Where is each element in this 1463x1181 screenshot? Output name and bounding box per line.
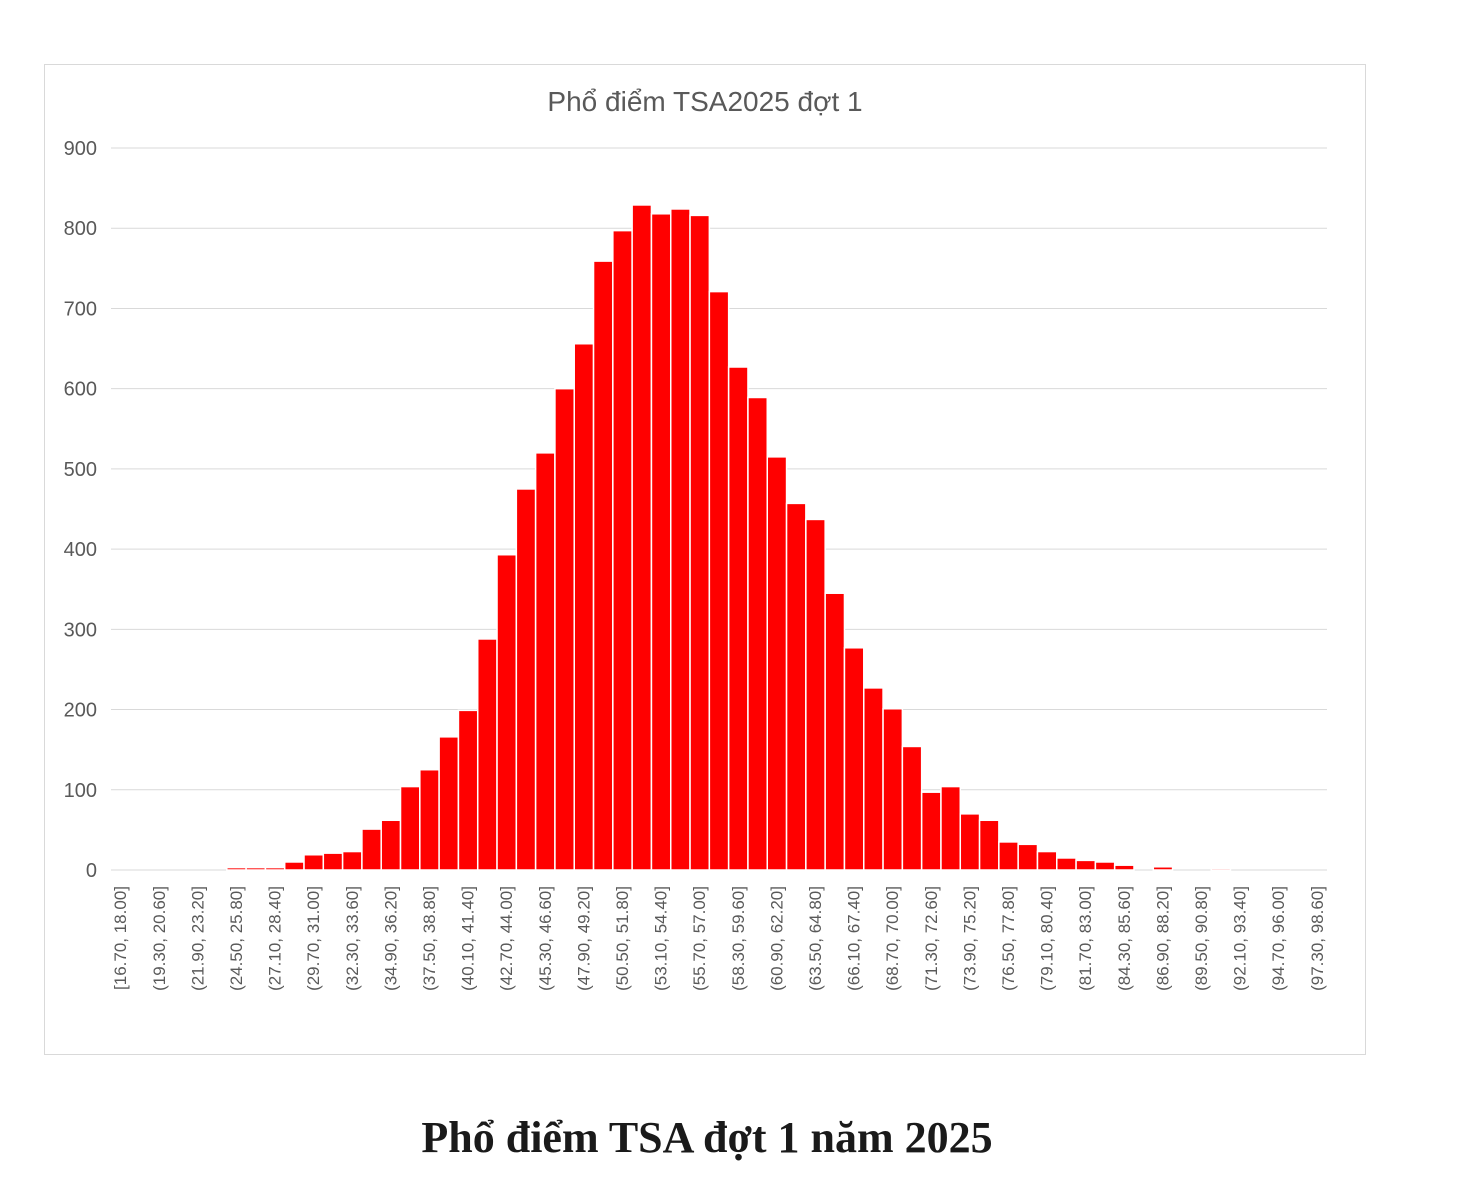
y-tick-label: 0: [86, 860, 97, 882]
bar: [689, 214, 711, 871]
bars: [226, 204, 1232, 871]
bar: [978, 819, 1000, 871]
x-tick-label: (40.10, 41.40]: [459, 886, 478, 991]
bar: [341, 850, 363, 871]
bar: [438, 736, 460, 871]
bar: [245, 866, 267, 871]
y-tick-label: 500: [64, 459, 97, 481]
x-tick-label: (68.70, 70.00]: [883, 886, 902, 991]
x-tick-label: (86.90, 88.20]: [1153, 886, 1172, 991]
bar: [283, 861, 305, 871]
bar: [1056, 857, 1077, 871]
x-tick-label: (84.30, 85.60]: [1115, 886, 1134, 991]
bar: [592, 260, 614, 871]
x-tick-label: (94.70, 96.00]: [1269, 886, 1288, 991]
x-tick-label: (53.10, 54.40]: [652, 886, 671, 991]
bar: [612, 229, 633, 871]
y-axis-ticks: 0 100 200 300 400 500 600 700 800 900: [64, 138, 97, 882]
bar: [457, 709, 479, 871]
bar: [747, 396, 769, 871]
x-tick-label: (89.50, 90.80]: [1192, 886, 1211, 991]
bar: [708, 290, 730, 871]
bar: [380, 819, 402, 871]
bar: [1094, 861, 1116, 871]
x-tick-label: (58.30, 59.60]: [729, 886, 748, 991]
bar: [805, 518, 826, 871]
x-tick-label: (42.70, 44.00]: [497, 886, 516, 991]
y-tick-label: 600: [64, 379, 97, 401]
bar: [361, 828, 382, 871]
bar: [554, 387, 575, 871]
x-tick-label: (34.90, 36.20]: [381, 886, 400, 991]
x-tick-label: (21.90, 23.20]: [188, 886, 207, 991]
bar: [843, 647, 865, 871]
x-tick-label: (60.90, 62.20]: [767, 886, 786, 991]
bar: [1152, 866, 1174, 871]
y-tick-label: 700: [64, 298, 97, 320]
bar: [534, 452, 556, 871]
x-axis-ticks: [16.70, 18.00] (19.30, 20.60] (21.90, 23.2…: [111, 886, 1327, 991]
y-tick-label: 200: [64, 700, 97, 722]
bar: [476, 638, 498, 871]
bar: [496, 553, 518, 871]
x-tick-label: (81.70, 83.00]: [1076, 886, 1095, 991]
bar: [766, 456, 788, 871]
x-tick-label: (47.90, 49.20]: [574, 886, 593, 991]
bar: [920, 791, 942, 871]
bar: [824, 592, 846, 871]
bar: [882, 708, 904, 871]
bar: [669, 208, 691, 871]
bar: [226, 866, 247, 871]
y-tick-label: 800: [64, 218, 97, 240]
histogram-chart: Phổ điểm TSA2025 đợt 1 0 100 200 300 400 500 6…: [64, 86, 1327, 991]
bar: [901, 745, 923, 871]
x-tick-label: (55.70, 57.00]: [690, 886, 709, 991]
y-tick-label: 100: [64, 780, 97, 802]
x-tick-label: (66.10, 67.40]: [845, 886, 864, 991]
x-tick-label: [16.70, 18.00]: [111, 886, 130, 990]
chart-title: Phổ điểm TSA2025 đợt 1: [547, 86, 862, 117]
x-tick-label: (19.30, 20.60]: [150, 886, 169, 991]
x-tick-label: (76.50, 77.80]: [999, 886, 1018, 991]
bar: [1036, 850, 1058, 871]
x-tick-label: (63.50, 64.80]: [806, 886, 825, 991]
y-tick-label: 900: [64, 138, 97, 160]
bar: [727, 366, 749, 871]
figure-caption: Phổ điểm TSA đợt 1 năm 2025: [421, 1113, 993, 1162]
x-tick-label: (97.30, 98.60]: [1308, 886, 1327, 991]
bar: [1075, 859, 1097, 871]
bar: [399, 785, 421, 871]
bar: [785, 502, 807, 871]
x-tick-label: (27.10, 28.40]: [266, 886, 285, 991]
x-tick-label: (24.50, 25.80]: [227, 886, 246, 991]
bar: [650, 213, 672, 871]
bar: [1113, 864, 1135, 871]
x-tick-label: (73.90, 75.20]: [960, 886, 979, 991]
bar: [631, 204, 653, 871]
chart-frame: Phổ điểm TSA2025 đợt 1 0 100 200 300 400 500 6…: [44, 64, 1366, 1055]
x-tick-label: (79.10, 80.40]: [1038, 886, 1057, 991]
bar: [573, 342, 595, 871]
bar: [303, 854, 325, 871]
bar: [998, 841, 1019, 871]
x-tick-label: (71.30, 72.60]: [922, 886, 941, 991]
x-tick-label: (50.50, 51.80]: [613, 886, 632, 991]
bar: [1017, 843, 1039, 871]
x-tick-label: (32.30, 33.60]: [343, 886, 362, 991]
x-tick-label: (37.50, 38.80]: [420, 886, 439, 991]
bar: [322, 852, 344, 871]
bar: [959, 813, 981, 871]
x-tick-label: (45.30, 46.60]: [536, 886, 555, 991]
bar: [863, 687, 884, 871]
bar: [419, 768, 440, 871]
bar: [940, 785, 962, 871]
bar: [264, 866, 286, 871]
x-tick-label: (29.70, 31.00]: [304, 886, 323, 991]
x-tick-label: (92.10, 93.40]: [1231, 886, 1250, 991]
y-tick-label: 300: [64, 619, 97, 641]
bar: [515, 488, 537, 871]
bar: [1210, 867, 1232, 871]
y-tick-label: 400: [64, 539, 97, 561]
